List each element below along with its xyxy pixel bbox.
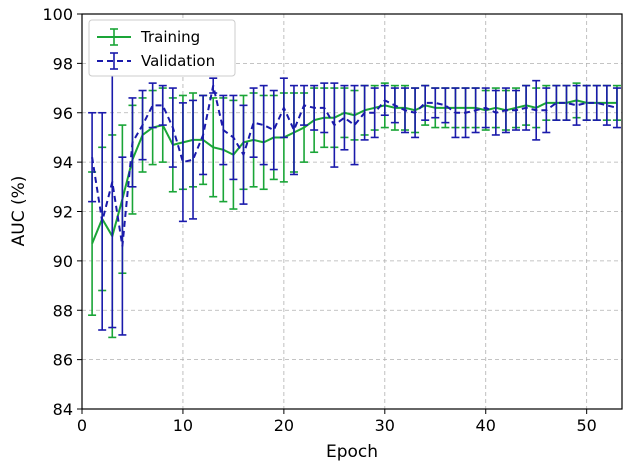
x-axis-label: Epoch bbox=[326, 442, 378, 462]
y-tick-label: 88 bbox=[53, 301, 73, 320]
y-tick-label: 90 bbox=[53, 252, 73, 271]
y-tick-label: 86 bbox=[53, 351, 73, 370]
y-tick-label: 84 bbox=[53, 400, 73, 419]
y-tick-label: 98 bbox=[53, 54, 73, 73]
ticks: 0 10 20 30 40 50 84 86 88 90 92 94 96 98 100 bbox=[42, 5, 596, 435]
x-tick-label: 0 bbox=[77, 416, 87, 435]
y-tick-label: 96 bbox=[53, 104, 73, 123]
y-tick-label: 100 bbox=[42, 5, 73, 24]
y-tick-label: 94 bbox=[53, 153, 73, 172]
legend-box bbox=[88, 19, 236, 77]
series-layer bbox=[88, 35, 621, 339]
legend-training-label: Training bbox=[140, 28, 200, 46]
x-tick-label: 40 bbox=[476, 416, 496, 435]
legend-validation-label: Validation bbox=[141, 52, 215, 70]
legend: Training Validation bbox=[88, 19, 236, 77]
x-tick-label: 50 bbox=[576, 416, 596, 435]
x-tick-label: 20 bbox=[274, 416, 294, 435]
x-tick-label: 30 bbox=[375, 416, 395, 435]
legend-item-validation: Validation bbox=[97, 52, 215, 70]
line-validation bbox=[91, 84, 618, 248]
y-tick-label: 92 bbox=[53, 203, 73, 222]
series-validation bbox=[88, 35, 621, 336]
x-tick-label: 10 bbox=[173, 416, 193, 435]
y-axis-label: AUC (%) bbox=[9, 176, 29, 247]
legend-item-training: Training bbox=[97, 28, 200, 46]
